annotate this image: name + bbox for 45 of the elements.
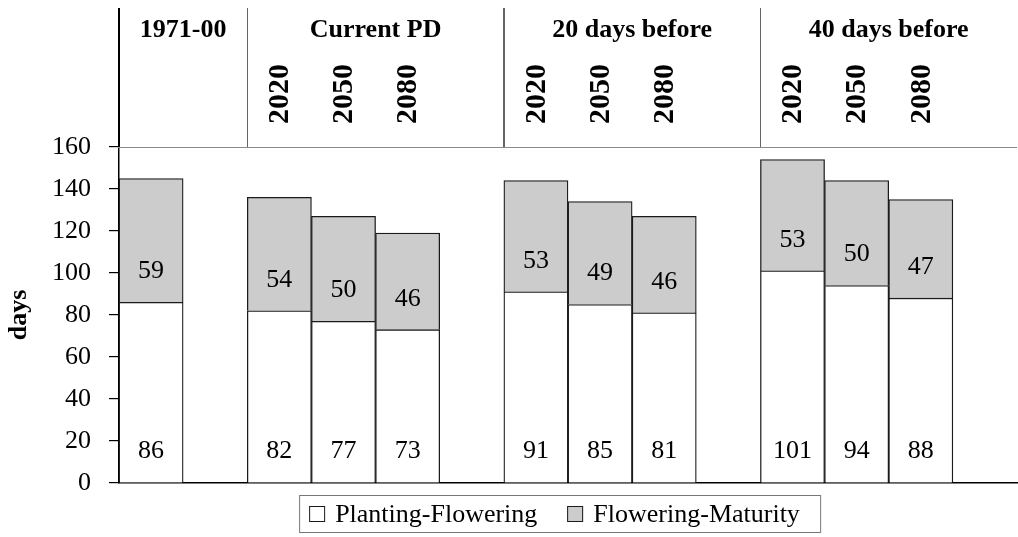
data-label: 86 <box>138 435 165 465</box>
data-label: 85 <box>587 435 614 465</box>
data-label: 101 <box>773 435 812 465</box>
x-tick-label: 2050 <box>581 64 615 124</box>
y-tick-label: 160 <box>52 130 91 160</box>
data-label: 53 <box>779 223 806 253</box>
data-label: 77 <box>330 435 357 465</box>
x-tick-label: 2020 <box>261 64 295 124</box>
text: 20 days before <box>552 13 713 43</box>
x-tick-label: 2080 <box>645 64 679 124</box>
data-label: 81 <box>651 435 678 465</box>
y-tick-label: 0 <box>78 466 91 496</box>
text: 40 days before <box>808 13 969 43</box>
y-tick-label: 40 <box>65 382 91 412</box>
data-label: 50 <box>843 238 870 268</box>
x-tick-label: 2050 <box>838 64 872 124</box>
x-tick-label: 2080 <box>389 64 423 124</box>
data-label: 91 <box>522 435 549 465</box>
data-label: 46 <box>394 282 421 312</box>
data-label: 73 <box>394 435 421 465</box>
text: Current PD <box>309 13 442 43</box>
data-label: 46 <box>651 265 678 295</box>
y-tick-label: 20 <box>65 424 91 454</box>
x-tick-label: 2020 <box>517 64 551 124</box>
y-tick-label: 60 <box>65 340 91 370</box>
y-tick-label: 140 <box>52 172 91 202</box>
data-label: 49 <box>587 257 614 287</box>
data-label: 50 <box>330 274 357 304</box>
legend-label: Flowering-Maturity <box>593 498 800 529</box>
data-label: 47 <box>907 251 934 281</box>
data-label: 59 <box>138 255 165 285</box>
data-label: 94 <box>843 435 870 465</box>
x-tick-label: 2080 <box>902 64 936 124</box>
text: 1971-00 <box>139 13 227 43</box>
data-label: 53 <box>522 244 549 274</box>
data-label: 54 <box>266 263 293 293</box>
series-label: Planting-Flowering <box>335 498 538 529</box>
x-tick-label: 2020 <box>774 64 808 124</box>
data-label: 88 <box>907 435 934 465</box>
y-tick-label: 120 <box>52 214 91 244</box>
y-tick-label: 100 <box>52 256 91 286</box>
data-label: 82 <box>266 435 293 465</box>
y-tick-label: 80 <box>65 298 91 328</box>
y-axis-title: days <box>3 289 33 341</box>
x-tick-label: 2050 <box>325 64 359 124</box>
